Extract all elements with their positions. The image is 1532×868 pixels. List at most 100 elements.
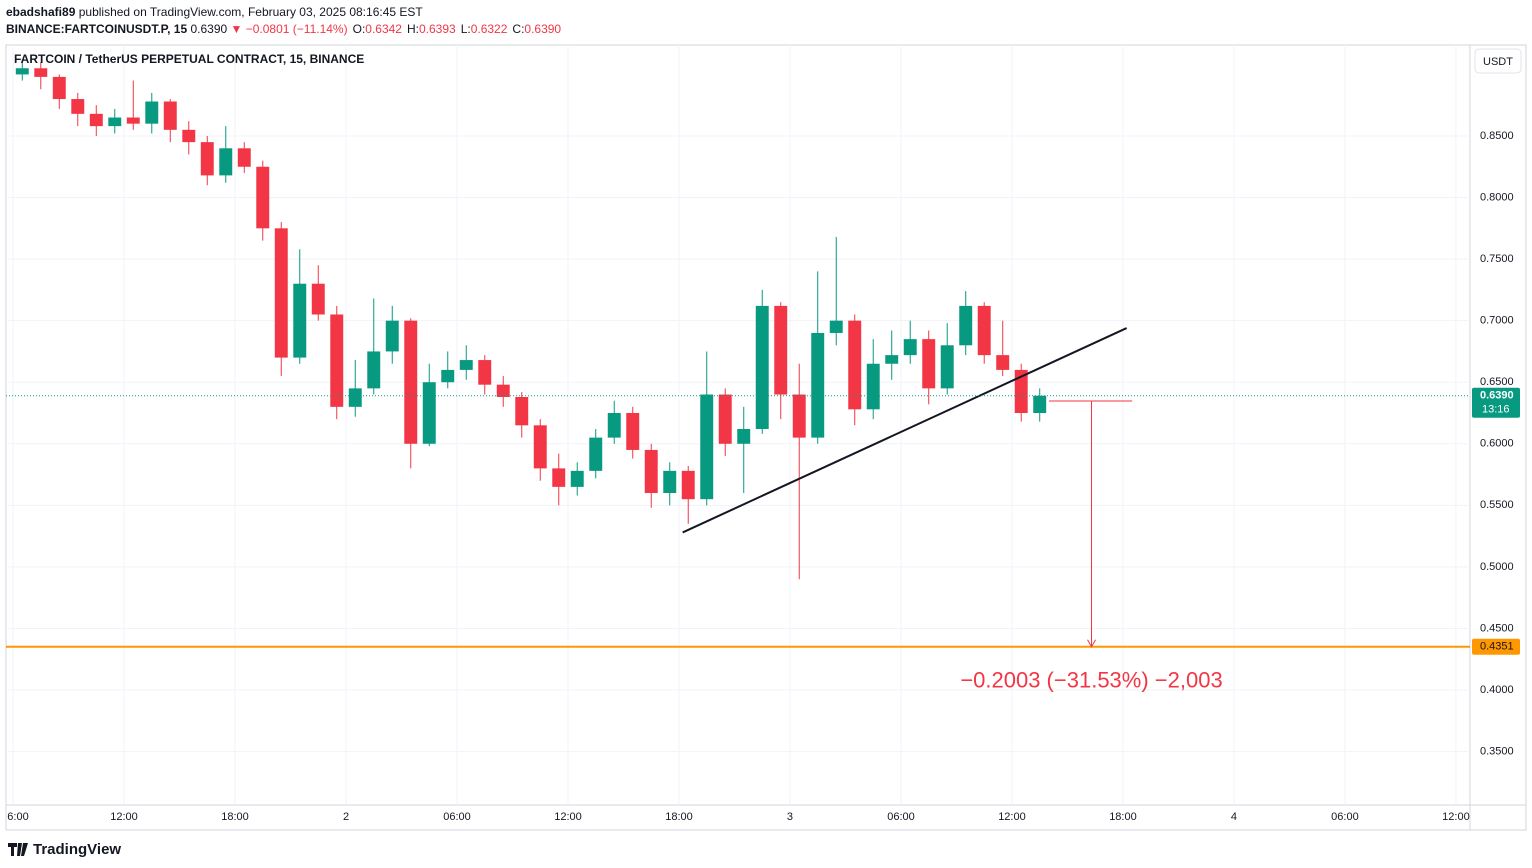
candle-body	[533, 425, 547, 469]
candle-body	[15, 68, 29, 75]
x-tick-label: 12:00	[998, 811, 1026, 823]
ohlc-key: L:	[460, 22, 471, 36]
candle-body	[330, 314, 344, 407]
candle-body	[348, 388, 362, 407]
x-tick-label: 18:00	[665, 811, 693, 823]
candle-body	[404, 320, 418, 444]
footer-brand: TradingView	[33, 841, 121, 858]
x-tick-label: 3	[787, 811, 793, 823]
symbol: BINANCE:FARTCOINUSDT.P, 15	[6, 22, 188, 36]
y-tick-label: 0.8000	[1480, 191, 1514, 203]
candle-body	[755, 305, 769, 430]
y-tick-label: 0.8500	[1480, 130, 1514, 142]
candle-body	[570, 470, 584, 487]
candle-body	[792, 394, 806, 438]
candle-body	[829, 320, 843, 333]
candle-body	[996, 355, 1010, 370]
x-tick-label: 12:00	[1442, 811, 1470, 823]
candle-body	[237, 148, 251, 167]
x-tick-label: 06:00	[443, 811, 471, 823]
y-tick-label: 0.5000	[1480, 561, 1514, 573]
symbol-line: BINANCE:FARTCOINUSDT.P, 15 0.6390 ▼ −0.0…	[6, 22, 561, 36]
ohlc-key: H:	[406, 22, 419, 36]
x-tick-label: 2	[343, 811, 349, 823]
currency-button[interactable]	[1474, 48, 1522, 74]
y-tick-label: 0.7000	[1480, 315, 1514, 327]
y-tick-label: 0.4500	[1480, 622, 1514, 634]
candle-body	[885, 355, 899, 364]
y-tick-label: 0.7500	[1480, 253, 1514, 265]
ohlc-value: 0.6342	[365, 22, 402, 36]
y-tick-label: 0.5500	[1480, 499, 1514, 511]
ohlc-key: C:	[512, 22, 525, 36]
candle-body	[552, 468, 566, 487]
publish-line: ebadshafi89 published on TradingView.com…	[6, 5, 423, 19]
candle-body	[274, 228, 288, 358]
candle-body	[219, 148, 233, 176]
candle-body	[959, 305, 973, 346]
candle-body	[200, 142, 214, 176]
currency-button-label[interactable]: USDT	[1483, 56, 1513, 68]
y-tick-label: 0.3500	[1480, 745, 1514, 757]
candle-body	[663, 470, 677, 494]
ohlc-value: 0.6322	[470, 22, 508, 36]
candle-body	[145, 101, 159, 124]
target-label-bg	[1472, 638, 1520, 655]
publisher: ebadshafi89	[6, 5, 76, 19]
candle-body	[589, 437, 603, 471]
candle-body	[866, 363, 880, 410]
candle-body	[903, 339, 917, 356]
candle-body	[496, 384, 510, 397]
x-tick-label: 18:00	[221, 811, 249, 823]
x-tick-label: 06:00	[887, 811, 915, 823]
candle-body	[311, 283, 325, 315]
candle-body	[700, 394, 714, 500]
last-price: 0.6390	[190, 22, 228, 36]
candle-body	[256, 166, 270, 229]
candle-body	[71, 99, 85, 114]
candle-body	[737, 429, 751, 444]
logo-icon	[8, 843, 28, 856]
trendline	[682, 327, 1128, 534]
candle-body	[422, 382, 436, 444]
candle-body	[607, 412, 621, 438]
candle-body	[515, 396, 529, 426]
candle-body	[1033, 395, 1047, 413]
x-tick-label: 18:00	[1109, 811, 1137, 823]
candle-body	[441, 369, 455, 383]
target-label: 0.4351	[1480, 641, 1514, 653]
legend: FARTCOIN / TetherUS PERPETUAL CONTRACT, …	[14, 52, 364, 66]
x-tick-label: 4	[1231, 811, 1237, 823]
last-price-bg	[1472, 387, 1520, 418]
candle-body	[126, 117, 140, 124]
candle-body	[367, 351, 381, 389]
y-tick-label: 0.4000	[1480, 684, 1514, 696]
candle-body	[940, 345, 954, 389]
candle-body	[774, 305, 788, 395]
measure-arrowhead	[1087, 639, 1096, 648]
candle-body	[34, 68, 48, 77]
candle-body	[848, 320, 862, 410]
candle-body	[626, 412, 640, 450]
candle-body	[163, 101, 177, 130]
candle-body	[811, 332, 825, 438]
change: ▼ −0.0801 (−11.14%)	[230, 22, 348, 36]
ohlc-key: O:	[352, 22, 366, 36]
ohlc-value: 0.6390	[524, 22, 562, 36]
candle-body	[182, 129, 196, 143]
candle-body	[718, 394, 732, 444]
last-price-label: 0.6390	[1480, 390, 1514, 402]
candle-body	[977, 305, 991, 356]
x-tick-label: 12:00	[554, 811, 582, 823]
candle-body	[1014, 369, 1028, 413]
candle-body	[681, 470, 695, 500]
x-tick-label: 6:00	[7, 811, 28, 823]
candle-body	[644, 449, 658, 494]
x-tick-label: 12:00	[110, 811, 138, 823]
ohlc-value: 0.6393	[418, 22, 456, 36]
y-tick-label: 0.6500	[1480, 376, 1514, 388]
countdown: 13:16	[1482, 404, 1510, 416]
candle-body	[459, 360, 473, 370]
measure-label: −0.2003 (−31.53%) −2,003	[960, 668, 1222, 693]
